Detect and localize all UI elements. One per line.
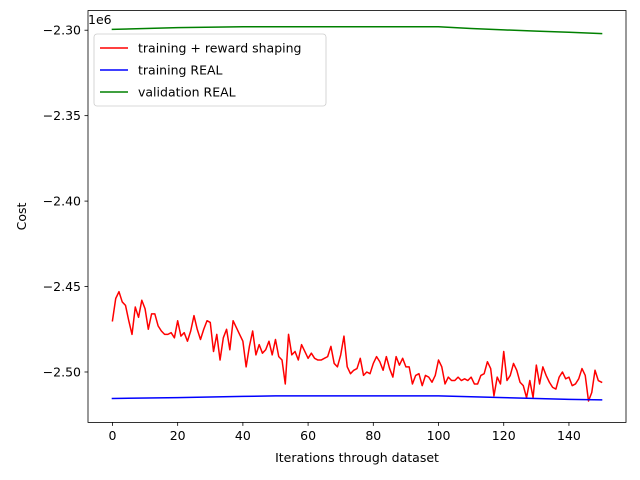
x-tick-label: 140 [557,428,581,443]
legend-label-2: validation REAL [138,85,236,100]
legend-label-0: training + reward shaping [138,41,301,56]
plot-lines [111,26,603,402]
y-tick-label: −2.40 [43,194,81,209]
y-offset-text: 1e6 [88,12,112,27]
x-tick-label: 0 [108,428,116,443]
y-tick-label: −2.50 [43,364,81,379]
x-tick-label: 100 [427,428,451,443]
legend: training + reward shaping training REAL va… [93,33,327,107]
x-axis-label: Iterations through dataset [275,450,439,465]
x-tick-label: 60 [300,428,316,443]
x-tick-label: 40 [235,428,251,443]
y-tick-label: −2.30 [43,23,81,38]
y-tick-label: −2.35 [43,108,81,123]
series-line-0 [111,290,603,402]
legend-label-1: training REAL [138,63,223,78]
y-axis: −2.50 −2.45 −2.40 −2.35 −2.30 [43,23,88,379]
axes-frame [87,10,627,423]
series-line-1 [111,395,603,401]
y-axis-label: Cost [14,203,29,231]
legend-box [93,33,327,107]
x-tick-label: 80 [365,428,381,443]
x-tick-label: 120 [492,428,516,443]
series-line-2 [111,26,603,35]
y-tick-label: −2.45 [43,279,81,294]
x-tick-label: 20 [170,428,186,443]
x-axis: 0 20 40 60 80 100 120 140 [108,422,581,443]
